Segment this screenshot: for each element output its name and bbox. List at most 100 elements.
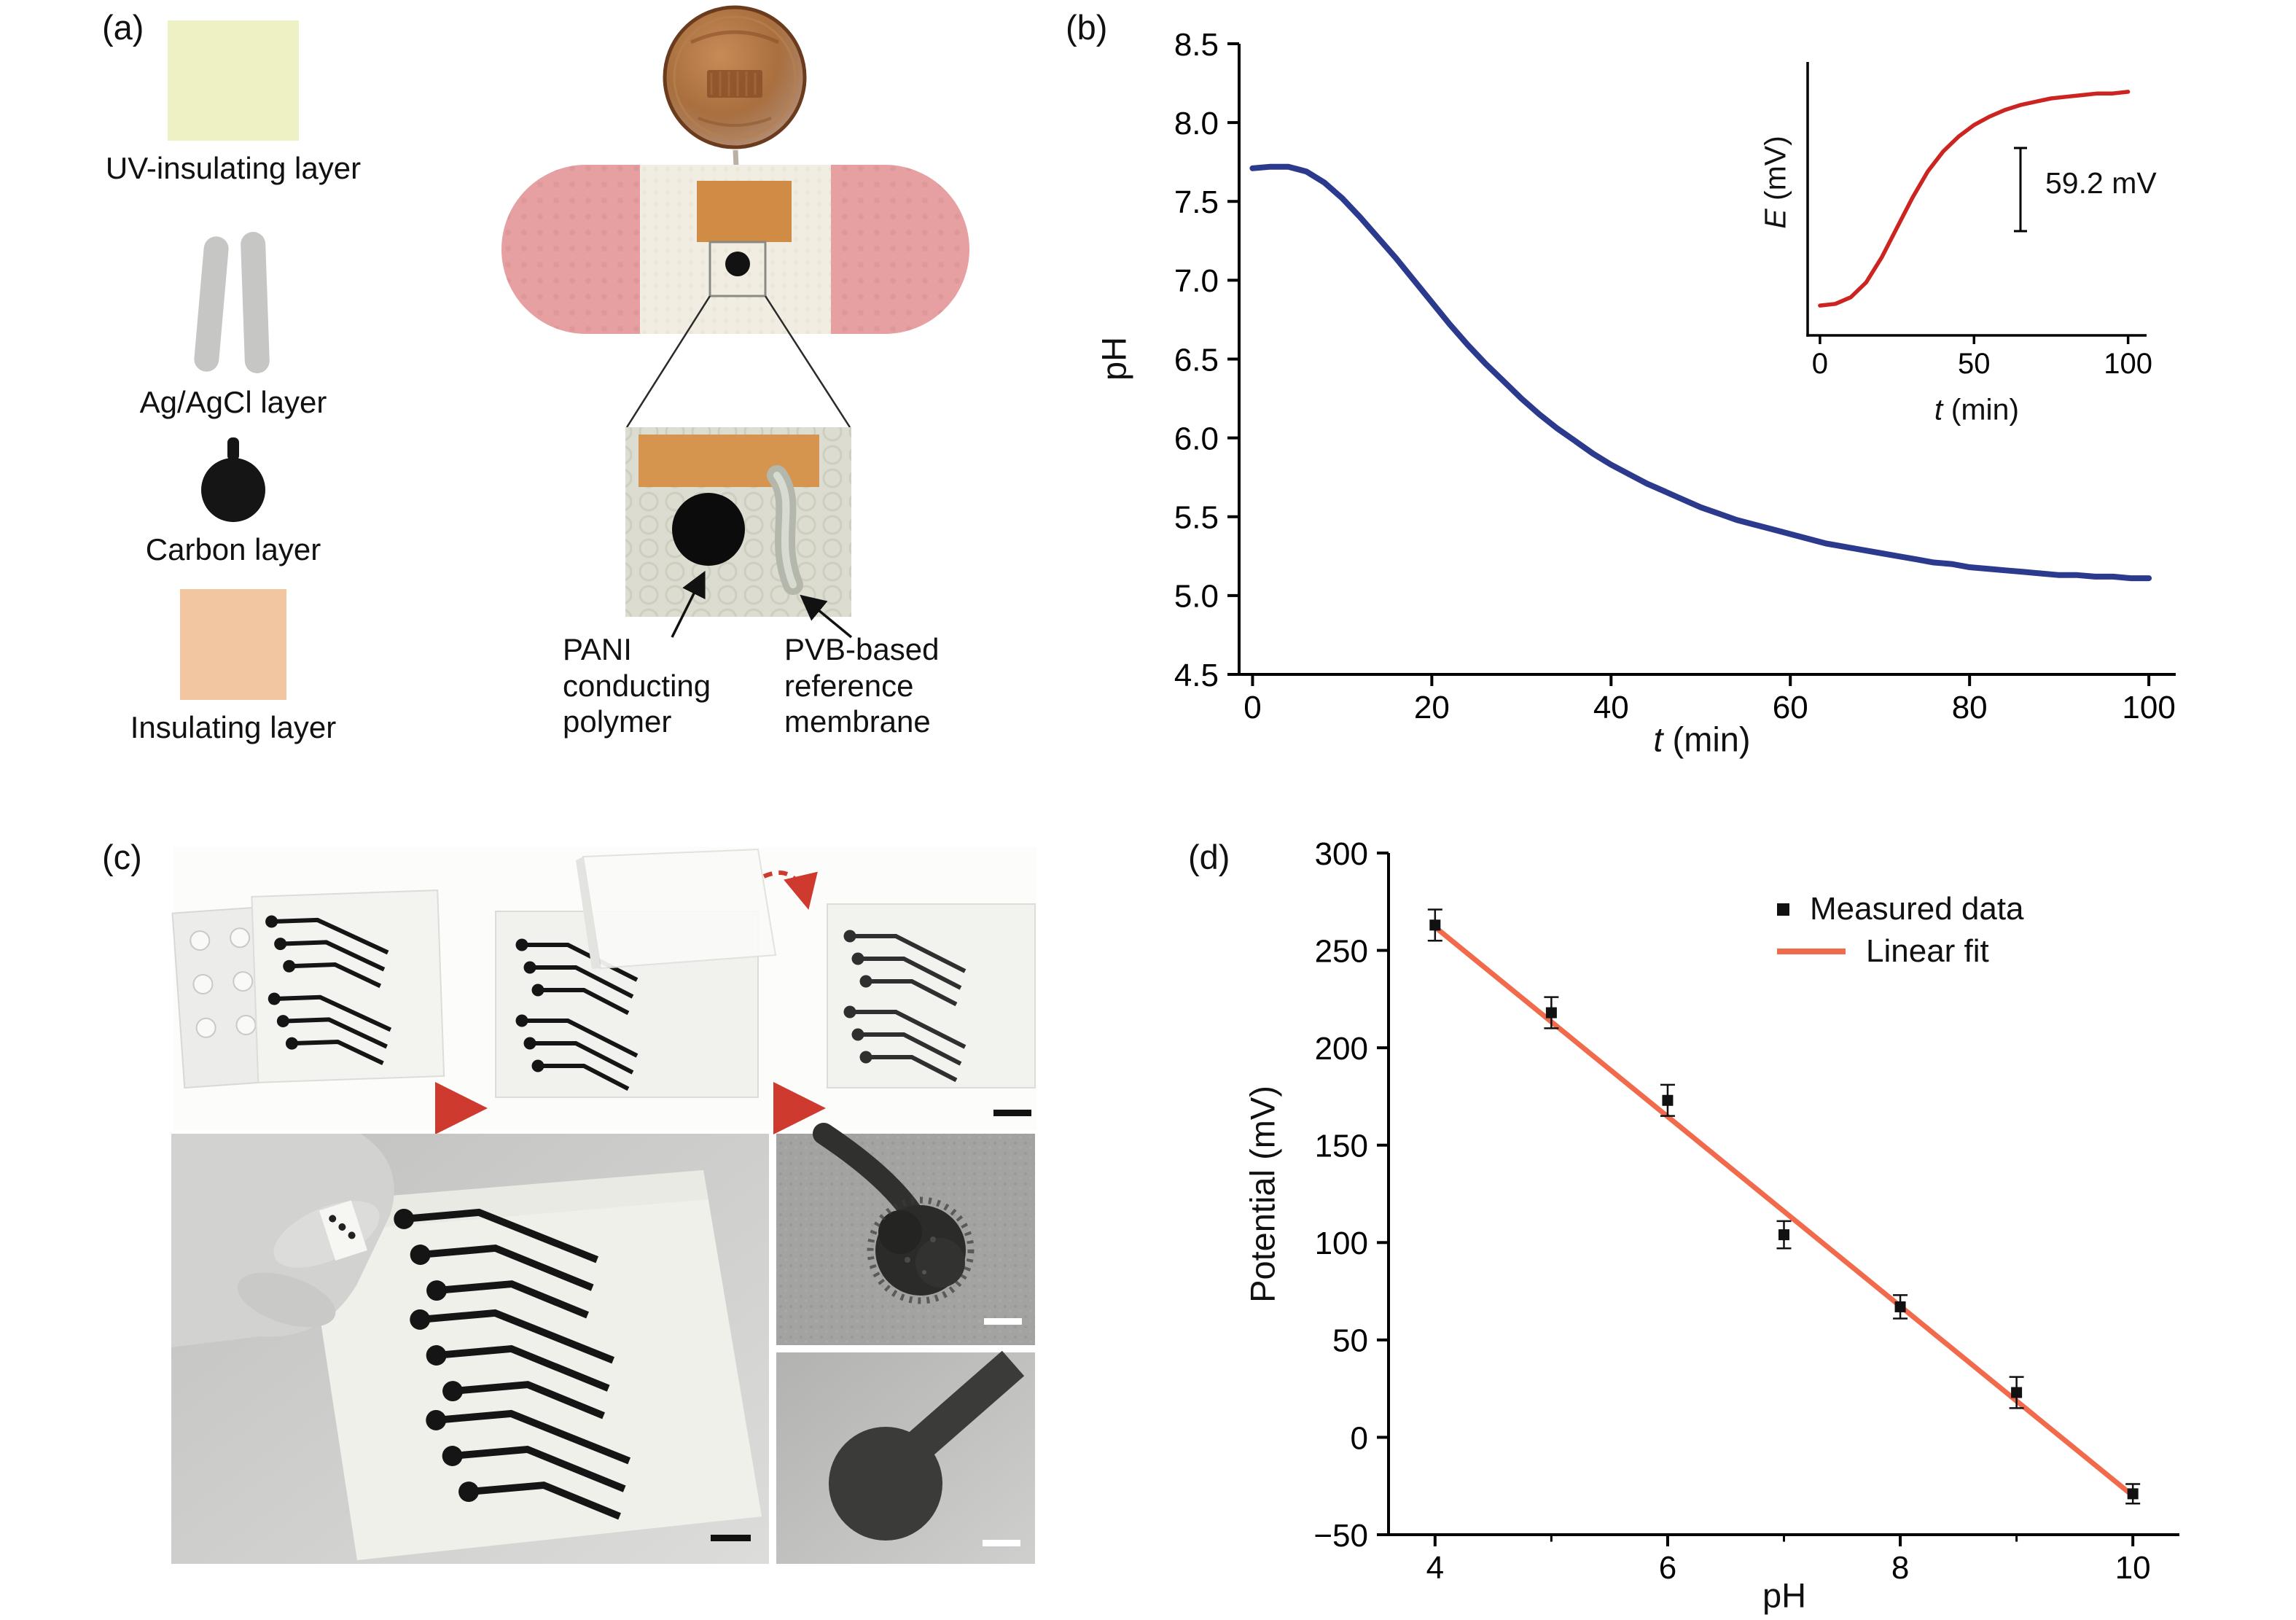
legend-label-fit: Linear fit xyxy=(1866,933,1989,969)
y-tick-label: 0 xyxy=(1351,1420,1368,1456)
carbon-layer-caption: Carbon layer xyxy=(145,532,321,566)
series-emf-response xyxy=(1818,90,2131,308)
x-tick-label: 10 xyxy=(2115,1550,2151,1586)
data-point xyxy=(2011,1387,2023,1398)
x-tick-label: 20 xyxy=(1414,690,1450,725)
agagcl-layer-swatch xyxy=(194,232,270,373)
legend-item-insulating-layer: Insulating layer xyxy=(44,589,423,745)
x-tick-label: 0 xyxy=(1812,348,1828,380)
y-tick-label: 6.5 xyxy=(1174,342,1219,378)
agagcl-layer-caption: Ag/AgCl layer xyxy=(139,385,327,419)
panel-d-chart: 4 6 8 10 −50 0 50 100 150 200 250 300 xyxy=(1313,836,2179,1586)
carbon-dot xyxy=(725,252,750,276)
photo-stencil-sheets xyxy=(171,889,445,1089)
panel-c-label: (c) xyxy=(102,838,142,876)
data-point xyxy=(1778,1229,1789,1241)
chart-legend: Measured data Linear fit xyxy=(1777,888,2024,973)
sensor-substrate-closeup xyxy=(639,435,819,487)
uv-layer-caption: UV-insulating layer xyxy=(105,151,362,185)
x-tick-label: 0 xyxy=(1243,690,1261,725)
y-tick-label: 200 xyxy=(1315,1031,1368,1067)
panel-b-xlabel-var: t xyxy=(1653,720,1663,759)
panel-b-inset-ylabel-unit: (mV) xyxy=(1758,136,1792,209)
panel-b-ylabel: pH xyxy=(1094,336,1133,381)
legend-item-agagcl-layer: Ag/AgCl layer xyxy=(44,227,423,420)
panel-b-xlabel: t (min) xyxy=(1653,720,1750,760)
y-tick-label: 7.5 xyxy=(1174,184,1219,220)
x-tick-label: 50 xyxy=(1958,348,1991,380)
sensitivity-annotation: 59.2 mV xyxy=(2045,166,2157,200)
legend-row-fit: Linear fit xyxy=(1777,930,2024,973)
photo-electrode-closeup-textured xyxy=(776,1123,1035,1345)
y-tick-label: 4.5 xyxy=(1174,658,1219,693)
x-tick-label: 4 xyxy=(1426,1550,1444,1586)
y-tick-label: 150 xyxy=(1315,1129,1368,1164)
panel-b-inset-ylabel-var: E xyxy=(1758,209,1792,229)
linear-fit-line xyxy=(1433,924,2135,1498)
data-point xyxy=(1662,1094,1674,1106)
y-tick-label: −50 xyxy=(1313,1518,1368,1554)
panel-d-xlabel: pH xyxy=(1762,1576,1807,1615)
pvb-annotation: PVB-based reference membrane xyxy=(784,632,940,739)
x-tick-label: 100 xyxy=(2122,690,2175,725)
panel-b-inset-plot: 0 50 100 xyxy=(1806,62,2152,380)
legend-marker-square xyxy=(1777,903,1789,916)
legend-item-uv-layer: UV-insulating layer xyxy=(44,20,423,186)
photo-laminated-device xyxy=(827,903,1036,1116)
zoom-source-box xyxy=(708,241,767,297)
photo-handheld-array xyxy=(171,1134,769,1564)
panel-d-ylabel: Potential (mV) xyxy=(1243,1086,1282,1303)
panel-a-label: (a) xyxy=(102,8,144,47)
x-tick-label: 80 xyxy=(1952,690,1988,725)
bandage-photo xyxy=(501,149,969,334)
y-tick-label: 5.0 xyxy=(1174,579,1219,615)
x-tick-label: 40 xyxy=(1593,690,1629,725)
legend-row-measured: Measured data xyxy=(1777,888,2024,930)
electrode-sheet xyxy=(302,1170,762,1560)
panel-b-inset-xlabel-unit: (min) xyxy=(1942,392,2020,427)
x-tick-label: 6 xyxy=(1659,1550,1676,1586)
pani-annotation: PANI conducting polymer xyxy=(563,632,711,739)
legend-item-carbon-layer: Carbon layer xyxy=(44,436,423,567)
y-tick-label: 5.5 xyxy=(1174,500,1219,536)
panel-b-inset-xlabel: t (min) xyxy=(1934,393,2019,427)
data-point xyxy=(1545,1007,1557,1019)
pani-electrode xyxy=(672,493,745,566)
uv-layer-swatch xyxy=(168,20,299,141)
panel-b-main-plot: 0 20 40 60 80 100 4.5 5.0 5.5 6.0 6.5 7.0 7.5 8.0 8.5 xyxy=(1174,27,2176,725)
pani-arrow xyxy=(671,570,706,638)
legend-marker-line xyxy=(1777,949,1846,954)
scale-bar xyxy=(711,1535,751,1541)
y-tick-label: 8.0 xyxy=(1174,106,1219,141)
scale-bar xyxy=(983,1540,1020,1546)
panel-b-label: (b) xyxy=(1066,8,1108,47)
panel-d-label: (d) xyxy=(1188,838,1230,876)
pvb-arrow xyxy=(800,594,853,639)
panel-b-xlabel-unit: (min) xyxy=(1663,720,1751,759)
sensor-closeup-photo xyxy=(625,427,851,617)
fold-arrow xyxy=(762,871,818,910)
insulating-layer-caption: Insulating layer xyxy=(130,710,337,744)
data-point xyxy=(1894,1301,1906,1312)
zoom-line-right xyxy=(764,295,851,428)
series-ph-response xyxy=(1249,163,2152,582)
panel-b-inset-xlabel-var: t xyxy=(1934,392,1943,427)
y-tick-label: 6.0 xyxy=(1174,421,1219,456)
panel-d-plot: 4 6 8 10 −50 0 50 100 150 200 250 300 xyxy=(1313,836,2179,1586)
data-point xyxy=(1429,919,1441,931)
sensor-tab xyxy=(319,1200,367,1261)
data-point xyxy=(2127,1488,2139,1500)
panel-b-chart: 0 20 40 60 80 100 4.5 5.0 5.5 6.0 6.5 7.0 7.5 8.0 8.5 xyxy=(1174,27,2176,725)
zoom-line-left xyxy=(625,295,711,428)
y-tick-label: 50 xyxy=(1332,1323,1368,1359)
x-tick-label: 100 xyxy=(2104,348,2152,380)
y-tick-label: 8.5 xyxy=(1174,27,1219,63)
scale-bar xyxy=(993,1110,1031,1116)
y-tick-label: 100 xyxy=(1315,1226,1368,1261)
carbon-layer-swatch xyxy=(201,437,265,522)
panel-b-inset-chart: 0 50 100 xyxy=(1806,62,2152,380)
photo-lamination-step xyxy=(495,848,818,1098)
panel-b-inset-ylabel: E (mV) xyxy=(1759,136,1793,229)
x-tick-label: 8 xyxy=(1891,1550,1909,1586)
